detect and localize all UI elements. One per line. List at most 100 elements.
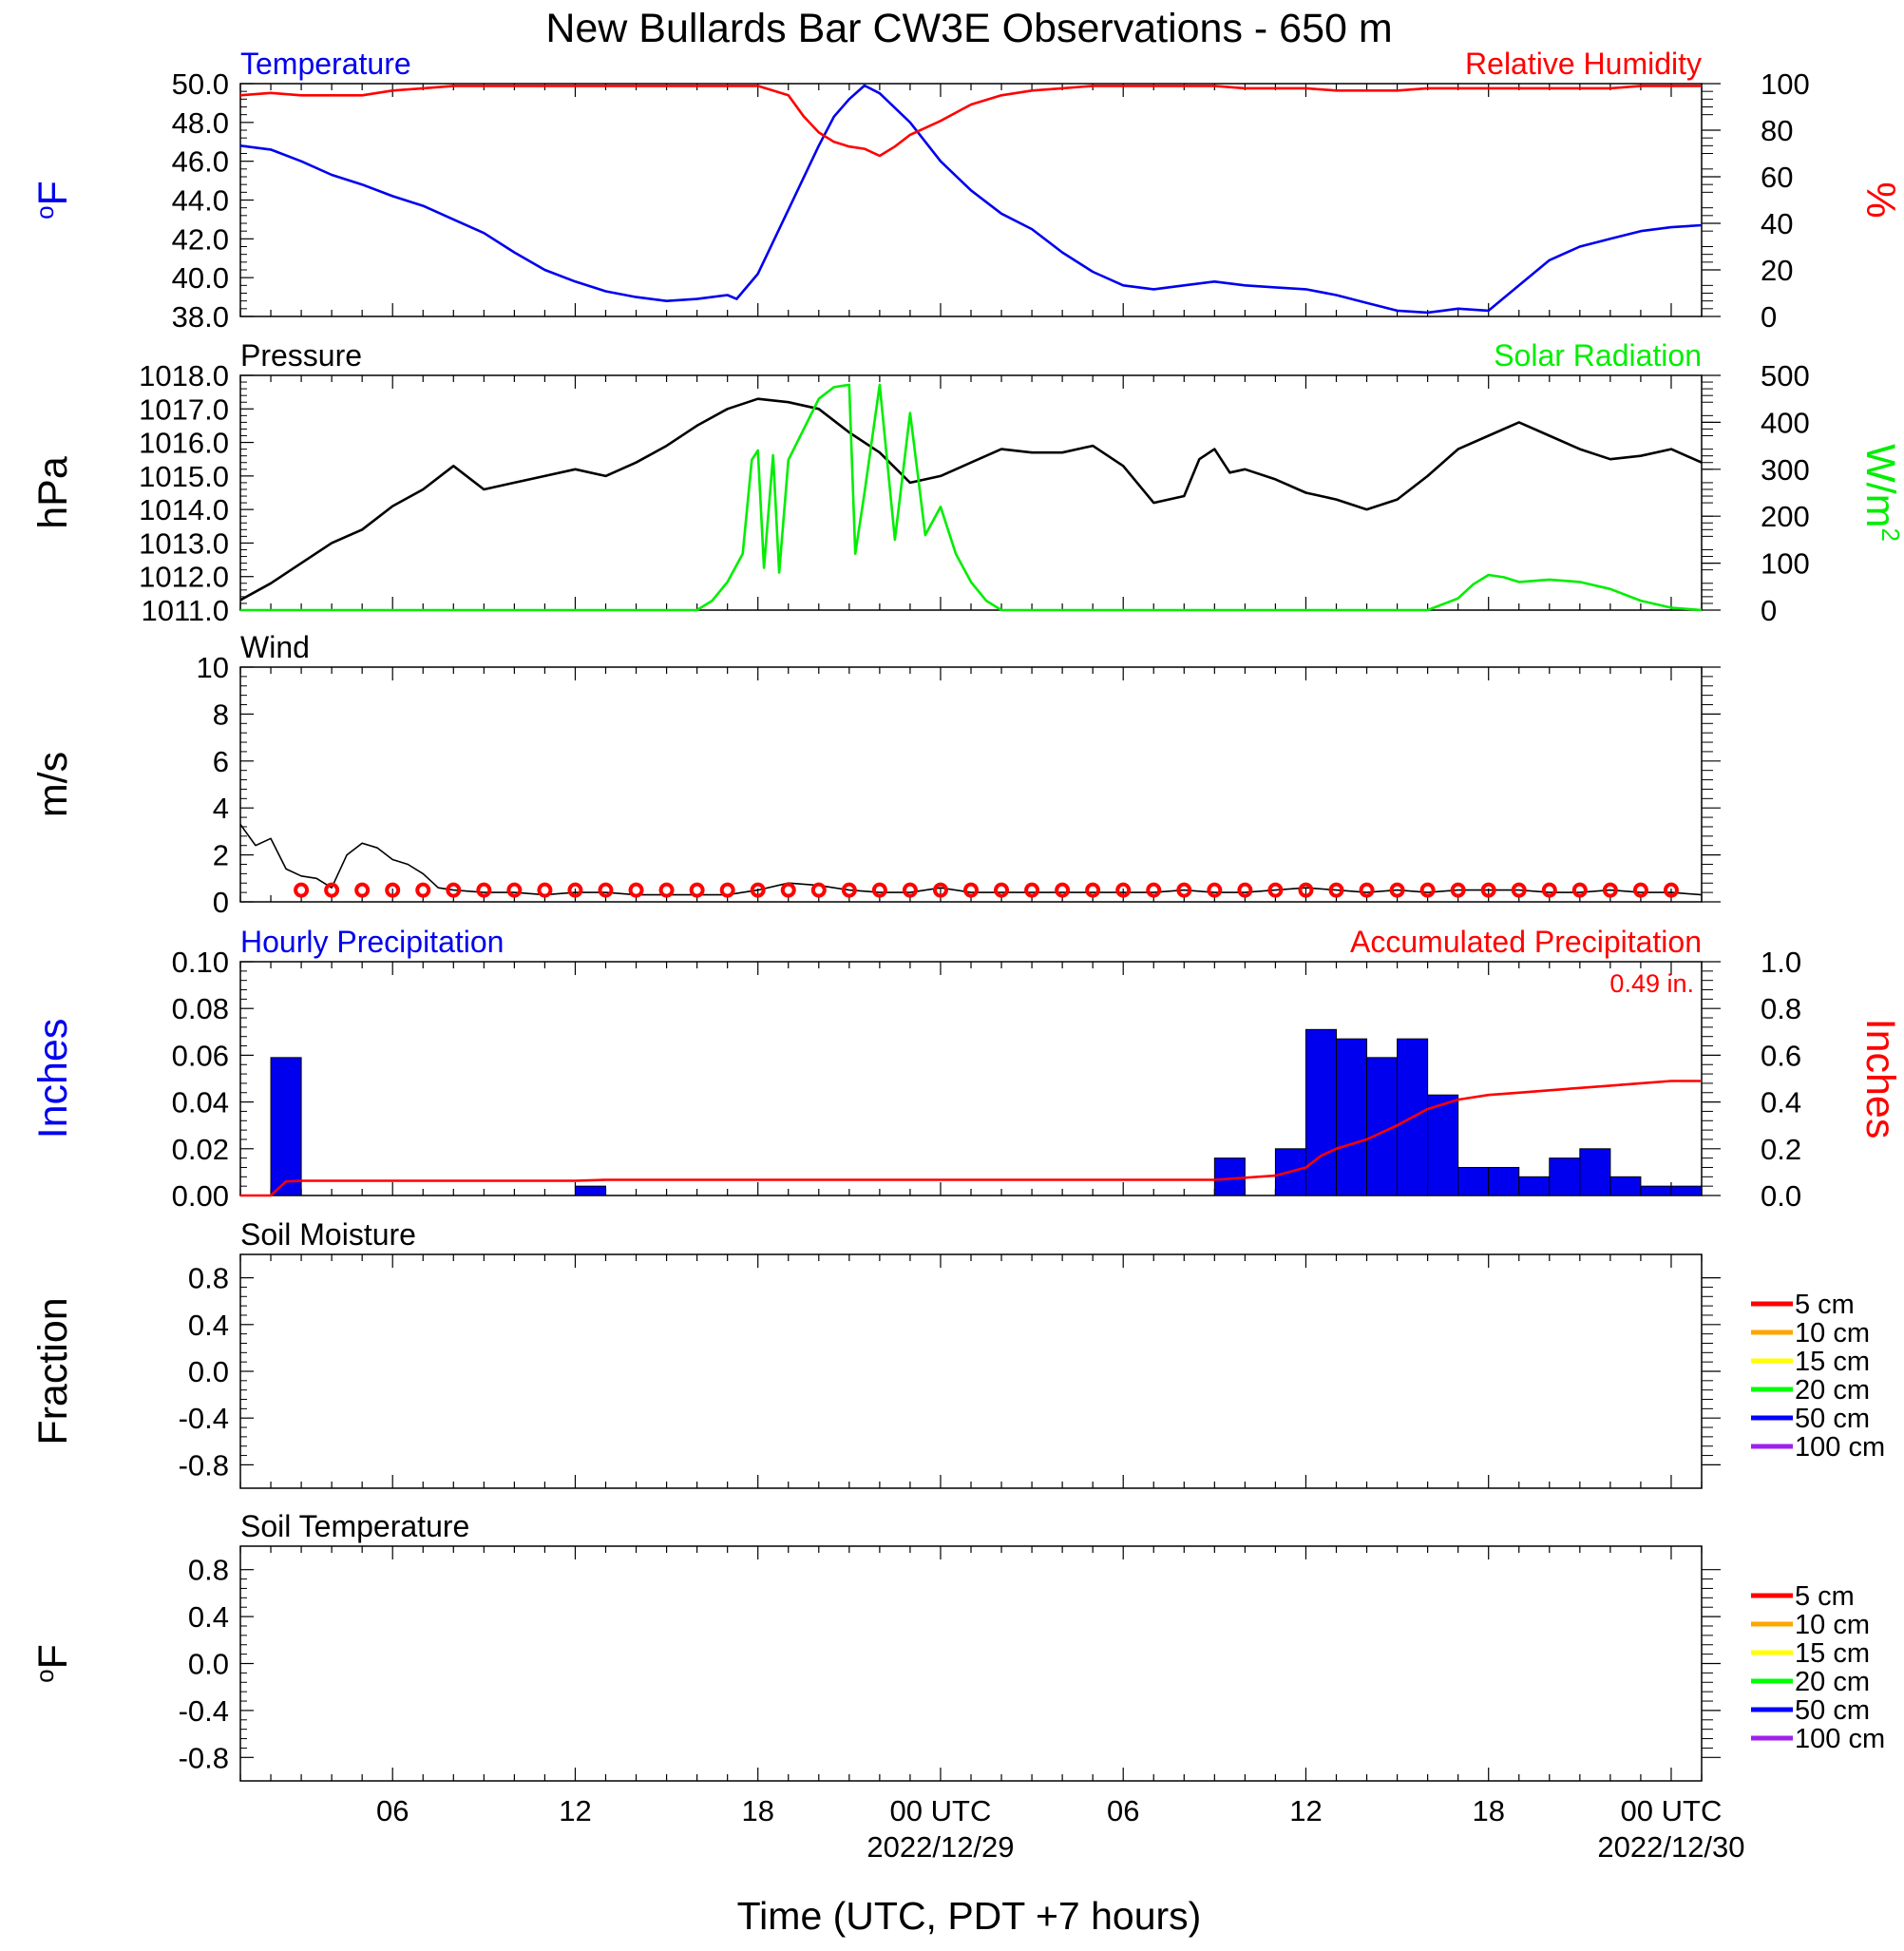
panel-3: 0 2 4 6 8 10 Wind m/s [30, 630, 1721, 919]
legend-label: 50 cm [1795, 1404, 1870, 1434]
y-tick-label-left: -0.4 [179, 1402, 229, 1435]
y-tick-label-right: 40 [1761, 207, 1793, 240]
x-date-label: 2022/12/29 [866, 1830, 1014, 1864]
y-tick-label-left: 1018.0 [139, 359, 229, 392]
wind-marker [963, 882, 979, 898]
wind-marker [780, 882, 796, 898]
precip-bar [1336, 1038, 1368, 1196]
y-tick-label-left: 44.0 [172, 184, 229, 218]
precip-bar [1549, 1157, 1581, 1196]
series-line [239, 397, 1703, 602]
wind-marker [415, 882, 431, 898]
y-tick-label-left: 0.06 [172, 1039, 229, 1072]
y-tick-label-left: 40.0 [172, 261, 229, 295]
wind-marker [446, 882, 462, 898]
degree-sign: o [30, 1669, 59, 1682]
y-tick-label-left: 6 [213, 745, 229, 778]
precip-bar [270, 1057, 302, 1196]
y-tick-label-right: 60 [1761, 161, 1793, 194]
y-tick-label-left: 4 [213, 792, 229, 825]
series-line [240, 1080, 1702, 1197]
accumulation-annotation: 0.49 in. [1609, 969, 1694, 998]
x-tick-label: 00 UTC [1621, 1794, 1723, 1827]
y-tick-label-left: 1011.0 [141, 594, 229, 627]
y-tick-label-right: 0.2 [1761, 1133, 1801, 1166]
y-tick-label-right: 400 [1761, 406, 1810, 439]
wind-marker [1146, 882, 1162, 898]
precip-bar [1488, 1166, 1520, 1196]
x-tick-label: 18 [1472, 1794, 1504, 1827]
wind-marker [1176, 882, 1192, 898]
wind-marker [1359, 882, 1375, 898]
series-line [239, 84, 1703, 315]
precip-bar [574, 1185, 606, 1196]
x-date-label: 2022/12/30 [1597, 1830, 1744, 1864]
panel-title-left: Temperature [240, 47, 411, 81]
wind-marker [567, 882, 583, 898]
y-tick-label-left: 2 [213, 839, 229, 872]
panel-2: 1011.01012.01013.01014.01015.01016.01017… [30, 338, 1904, 627]
x-tick-label: 12 [559, 1794, 591, 1827]
wind-marker [1115, 882, 1132, 898]
legend-label: 5 cm [1795, 1290, 1855, 1320]
panel-title-right: Relative Humidity [1465, 47, 1702, 81]
y-tick-label-left: 1012.0 [139, 561, 229, 594]
panel-5: -0.8 -0.4 0.0 0.4 0.8 Soil Moisture Fraction 5 … [30, 1217, 1885, 1489]
precip-bar [1609, 1176, 1642, 1196]
legend-label: 100 cm [1795, 1724, 1885, 1754]
degree-sign: o [30, 205, 59, 219]
panels: 38.040.042.044.046.048.050.0020406080100… [30, 47, 1904, 1782]
y-axis-label-left: oF [30, 181, 76, 220]
wind-marker [1511, 882, 1527, 898]
wind-marker [994, 882, 1010, 898]
precip-bar [1579, 1148, 1611, 1196]
y-tick-label-right: 0.4 [1761, 1086, 1801, 1119]
wind-marker [871, 882, 887, 898]
y-tick-label-right: 100 [1761, 547, 1810, 581]
legend-label: 20 cm [1795, 1667, 1870, 1697]
panel-title-left: Soil Temperature [240, 1509, 469, 1543]
wind-marker [841, 882, 857, 898]
y-tick-label-right: 20 [1761, 254, 1793, 287]
y-tick-label-left: 1017.0 [139, 392, 229, 426]
wind-marker [1024, 882, 1040, 898]
y-axis-label-right: Inches [1857, 1019, 1903, 1139]
wind-marker [385, 882, 401, 898]
precip-bar [1518, 1176, 1551, 1196]
legend-label: 10 cm [1795, 1318, 1870, 1348]
wind-marker [689, 882, 705, 898]
precip-bar [1427, 1094, 1459, 1196]
y-tick-label-right: 0.8 [1761, 992, 1801, 1025]
y-axis-label-right: % [1857, 182, 1903, 218]
y-tick-label-left: 8 [213, 698, 229, 731]
wind-marker [1541, 882, 1557, 898]
precip-bar [1213, 1157, 1246, 1196]
y-tick-label-right: 300 [1761, 453, 1810, 487]
legend-label: 5 cm [1795, 1581, 1855, 1612]
wind-marker [1389, 882, 1405, 898]
figure-title: New Bullards Bar CW3E Observations - 650… [545, 6, 1392, 51]
y-tick-label-left: 1015.0 [139, 460, 229, 493]
y-tick-label-right: 100 [1761, 67, 1810, 101]
wind-marker [1055, 882, 1071, 898]
unit-text: W/m [1857, 444, 1903, 527]
x-tick-label: 06 [376, 1794, 409, 1827]
legend-label: 50 cm [1795, 1695, 1870, 1726]
y-tick-label-left: 1013.0 [139, 526, 229, 560]
y-tick-label-left: 0.8 [188, 1554, 229, 1587]
y-tick-label-right: 0.6 [1761, 1039, 1801, 1072]
wind-marker [1267, 882, 1284, 898]
wind-marker [1237, 882, 1253, 898]
precip-bar [1304, 1028, 1338, 1196]
y-tick-label-left: 0.04 [172, 1086, 229, 1119]
y-tick-label-left: 0 [213, 886, 229, 919]
wind-marker [324, 882, 340, 898]
panel-title-right: Solar Radiation [1494, 338, 1702, 373]
y-axis-label-left: hPa [30, 456, 76, 529]
wind-marker [1207, 882, 1223, 898]
series-line [240, 383, 1703, 612]
y-axis-label-right: W/m2 [1857, 444, 1904, 542]
wind-marker [750, 882, 766, 898]
